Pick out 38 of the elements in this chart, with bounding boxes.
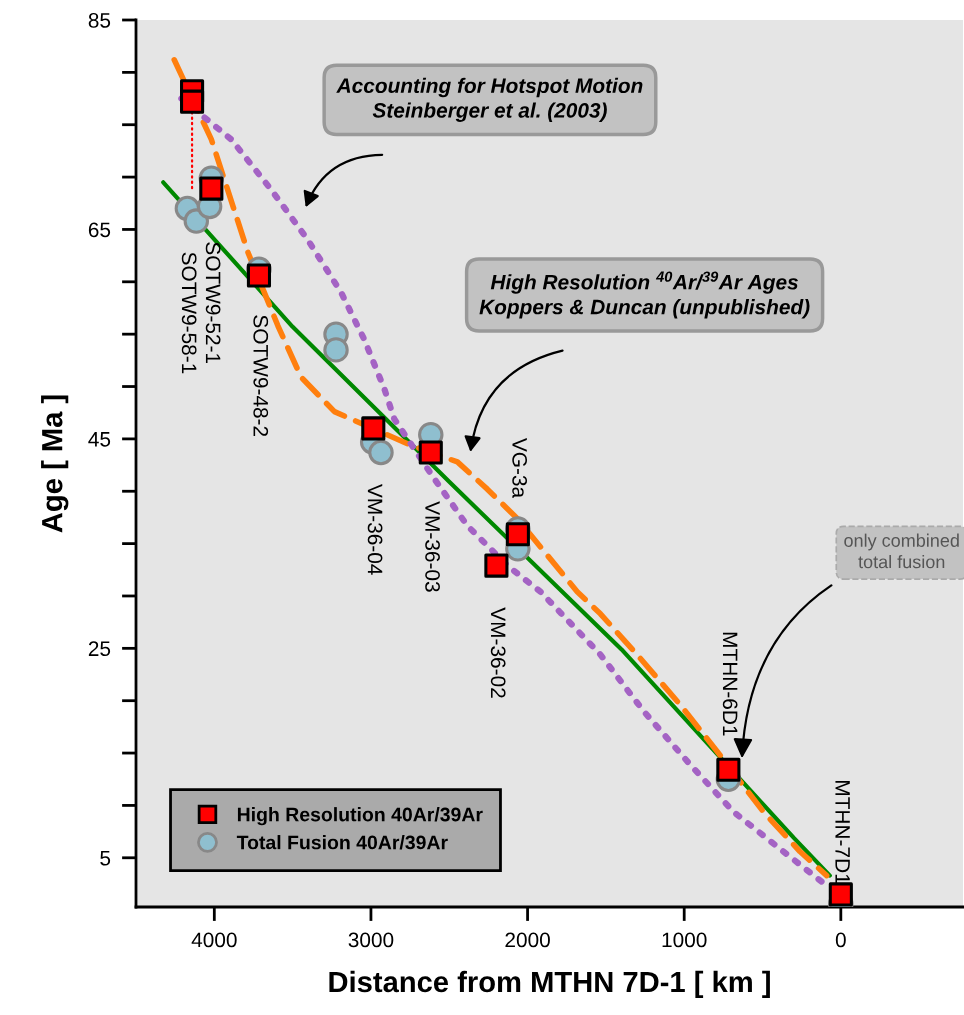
annotation: SOTW9-52-1: [205, 242, 221, 364]
y-tick-label: 45: [88, 432, 111, 447]
legend-label: High Resolution 40Ar/39Ar: [237, 807, 483, 826]
annotation: VM-36-04: [367, 484, 383, 575]
point: [716, 757, 741, 782]
annotation: MTHN-6D1: [722, 632, 738, 736]
point: [828, 882, 853, 907]
annotation: only combined total fusion: [844, 533, 959, 569]
y-tick-label: 65: [88, 222, 111, 238]
point: [368, 439, 394, 466]
x-axis-title: Distance from MTHN 7D-1 [ km ]: [329, 970, 770, 999]
x-tick-label: 3000: [348, 932, 394, 948]
y-tick-label: 25: [88, 641, 111, 657]
y-tick-label: 85: [88, 13, 111, 28]
x-tick-label: 4000: [191, 932, 237, 948]
annotation: VM-36-02: [490, 607, 506, 698]
annotation: VM-36-03: [425, 501, 440, 592]
annotation: SOTW9-48-2: [253, 315, 269, 437]
point: [361, 416, 386, 441]
point: [323, 337, 349, 363]
annotation: Accounting for Hotspot Motion Steinberger et al. (2003): [336, 77, 643, 122]
point: [246, 263, 272, 288]
legend-label: Total Fusion 40Ar/39Ar: [236, 835, 448, 850]
point: [180, 89, 205, 114]
y-tick-label: 5: [100, 851, 111, 866]
point: [199, 176, 224, 201]
x-tick-label: 2000: [505, 932, 550, 948]
annotation: SOTW9-58-1: [181, 252, 197, 374]
x-tick-label: 1000: [662, 932, 707, 948]
point: [484, 553, 509, 578]
point: [418, 440, 443, 465]
annotation: VG-3a: [512, 437, 528, 499]
y-axis-title: Age [ Ma ]: [41, 395, 69, 533]
x-tick-label: 0: [835, 932, 846, 948]
point: [183, 208, 210, 234]
annotation: High Resolution $^{40}$Ar/$^{39}$Ar Ages Koppers & Duncan (unpublished): [479, 271, 810, 319]
point: [505, 522, 530, 547]
annotation: MTHN-7D1: [835, 781, 850, 884]
